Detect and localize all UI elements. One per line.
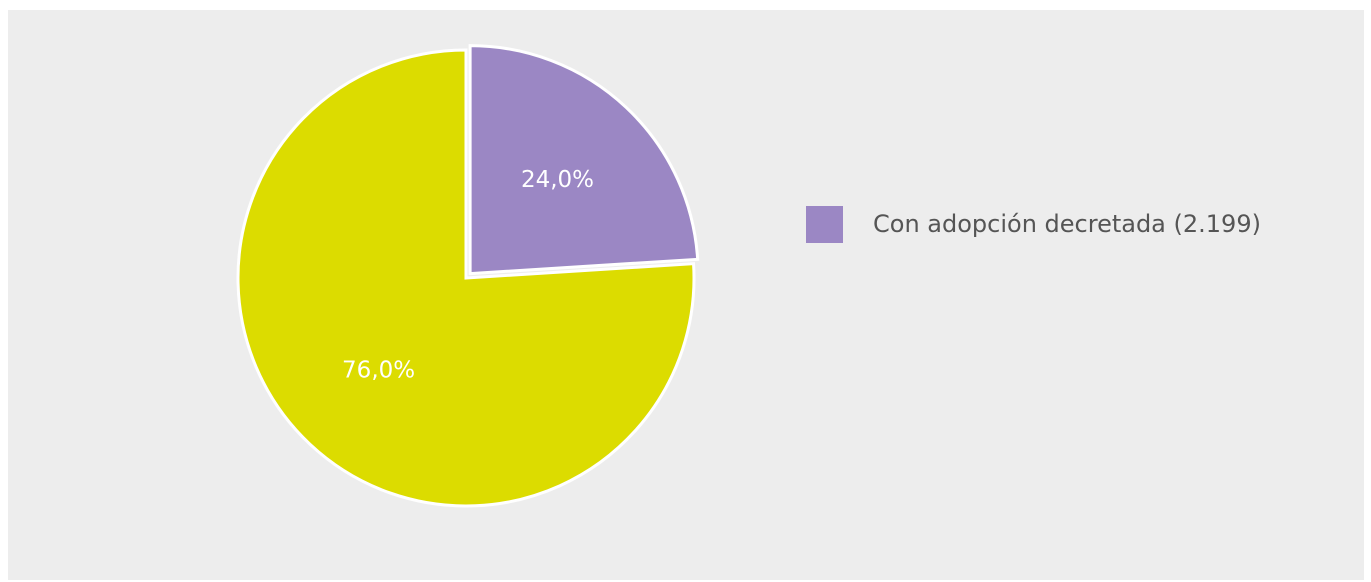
legend-swatch [806, 205, 843, 243]
legend: Con adopción decretada (2.199) [806, 205, 1261, 243]
legend-label: Con adopción decretada (2.199) [873, 210, 1261, 238]
pie-chart: 24,0% 76,0% [236, 44, 700, 508]
pie-slice-0 [468, 44, 700, 276]
legend-item-0: Con adopción decretada (2.199) [806, 205, 1261, 243]
slice-label-1: 76,0% [342, 358, 415, 384]
pie-slice-1 [236, 48, 696, 508]
slice-label-0: 24,0% [521, 167, 594, 193]
chart-panel: 24,0% 76,0% Con adopción decretada (2.199… [8, 10, 1364, 580]
